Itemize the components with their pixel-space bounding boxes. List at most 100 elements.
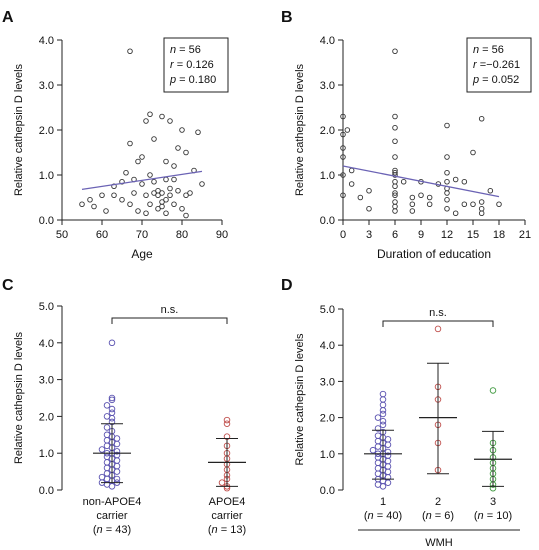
data-point xyxy=(79,201,85,207)
data-point xyxy=(444,169,450,176)
data-point xyxy=(392,124,398,131)
data-point xyxy=(123,169,129,176)
group-label: carrier xyxy=(211,510,243,522)
y-tick-label: 1.0 xyxy=(320,170,335,182)
data-point xyxy=(108,405,116,413)
data-point xyxy=(179,127,185,133)
data-point xyxy=(98,446,106,453)
data-point xyxy=(374,425,382,432)
y-tick-label: 2.0 xyxy=(320,413,335,425)
data-point xyxy=(143,192,149,198)
data-point xyxy=(426,201,433,207)
data-point xyxy=(187,190,193,196)
data-point xyxy=(379,407,387,414)
data-point xyxy=(374,443,382,450)
data-point xyxy=(111,192,117,198)
data-point xyxy=(478,199,485,205)
data-point xyxy=(487,187,494,194)
data-point xyxy=(223,420,231,428)
stats-line: r =−0.261 xyxy=(473,59,520,71)
data-point xyxy=(113,475,121,483)
group-label: carrier xyxy=(96,510,128,522)
panel-b-label: B xyxy=(281,9,293,26)
data-point xyxy=(147,172,153,178)
panel-c-label: C xyxy=(2,277,14,294)
data-point xyxy=(171,201,177,207)
data-point xyxy=(175,145,181,151)
x-tick-label: 80 xyxy=(176,229,188,241)
data-point xyxy=(151,190,157,196)
y-tick-label: 3.0 xyxy=(320,376,335,388)
x-axis-label: Age xyxy=(131,247,153,261)
data-point xyxy=(461,201,468,207)
data-point xyxy=(127,140,133,147)
regression-line xyxy=(342,165,500,198)
data-point xyxy=(159,199,165,205)
data-point xyxy=(183,149,189,156)
data-point xyxy=(103,437,111,444)
y-tick-label: 0.0 xyxy=(39,485,54,497)
data-point xyxy=(183,212,189,219)
significance-bracket xyxy=(382,320,494,327)
data-point xyxy=(374,465,382,472)
x-tick-label: 90 xyxy=(216,229,228,241)
data-point xyxy=(103,413,111,420)
data-point xyxy=(409,201,416,207)
data-point xyxy=(392,138,398,144)
data-point xyxy=(103,208,109,214)
data-point xyxy=(103,402,111,409)
y-tick-label: 1.0 xyxy=(39,170,54,182)
data-point xyxy=(139,154,145,160)
data-point xyxy=(392,178,398,185)
data-point xyxy=(143,118,149,124)
x-tick-label: 9 xyxy=(418,229,424,241)
data-point xyxy=(374,459,382,467)
y-axis-label: Relative cathepsin D levels xyxy=(294,63,306,196)
y-tick-label: 4.0 xyxy=(39,35,54,47)
y-tick-label: 1.0 xyxy=(320,449,335,461)
y-axis-label: Relative cathepsin D levels xyxy=(294,333,306,466)
data-point xyxy=(489,387,497,394)
data-point xyxy=(195,129,201,135)
data-point xyxy=(444,205,450,212)
data-point xyxy=(426,194,433,201)
data-point xyxy=(103,453,111,461)
x-tick-label: 0 xyxy=(340,229,346,241)
data-point xyxy=(103,470,111,477)
data-point xyxy=(366,205,372,212)
panel-c: C 0.0 1.0 2.0 3.0 4.0 5.0 Relative cathepsin D… xyxy=(2,277,246,536)
y-tick-label: 2.0 xyxy=(39,411,54,423)
data-point xyxy=(392,48,398,55)
group-label: APOE4 xyxy=(209,496,246,508)
x-tick-label: 60 xyxy=(96,229,108,241)
data-point xyxy=(470,149,476,156)
data-point xyxy=(434,325,442,333)
data-point xyxy=(135,208,141,214)
data-point xyxy=(98,473,106,481)
data-point xyxy=(384,448,392,456)
data-point xyxy=(179,205,185,212)
data-point xyxy=(103,459,111,466)
data-point xyxy=(379,401,387,409)
data-point xyxy=(496,201,502,207)
data-point xyxy=(409,208,416,214)
data-point xyxy=(366,187,372,194)
stats-line: r = 0.126 xyxy=(170,59,214,71)
group-label: non-APOE4 xyxy=(83,496,142,508)
data-point xyxy=(379,410,387,418)
x-tick-label: 6 xyxy=(392,229,398,241)
data-point xyxy=(392,199,398,205)
y-tick-label: 1.0 xyxy=(39,448,54,460)
data-point xyxy=(478,205,485,212)
panel-d: D 0.0 1.0 2.0 3.0 4.0 5.0 Relative cathepsin D… xyxy=(281,277,520,549)
data-point xyxy=(340,131,346,138)
data-point xyxy=(99,192,105,198)
data-point xyxy=(163,176,169,183)
data-point xyxy=(452,176,459,183)
data-point xyxy=(374,414,382,421)
data-point xyxy=(159,203,165,210)
stats-line: p = 0.180 xyxy=(169,74,216,86)
data-point xyxy=(379,396,387,403)
data-point xyxy=(452,210,459,216)
group-label: 3 xyxy=(490,496,496,508)
